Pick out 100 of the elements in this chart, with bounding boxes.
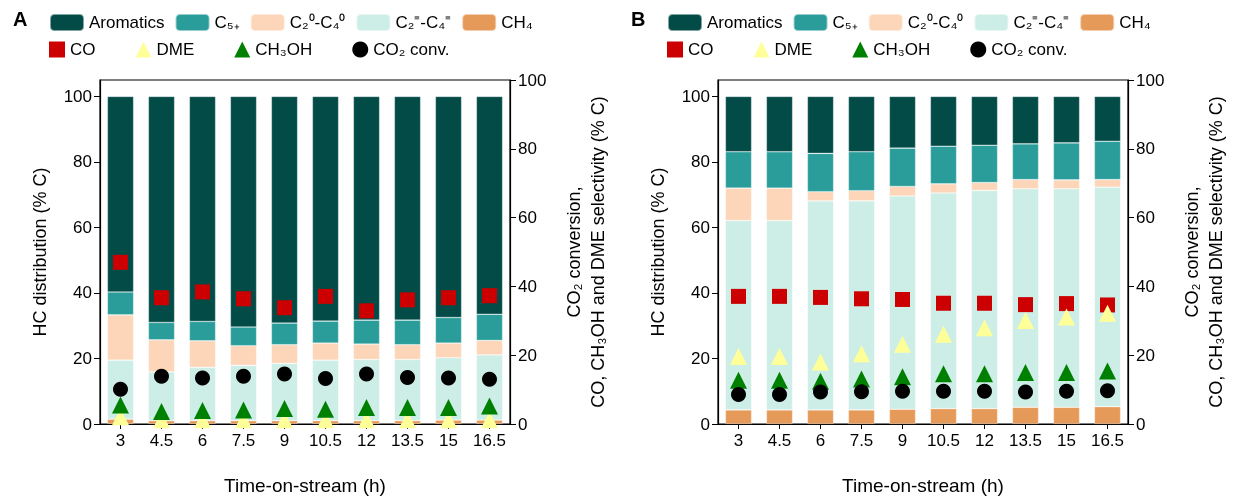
point [113, 254, 128, 270]
y-tick-label: 0 [700, 414, 710, 434]
x-tick-label: 9 [279, 431, 290, 450]
point [235, 401, 252, 419]
y2-tick-label: 60 [518, 208, 537, 228]
point [400, 292, 415, 308]
point [1059, 296, 1074, 312]
point [1059, 383, 1074, 399]
y2-tick-label: 0 [1136, 414, 1146, 434]
point [1017, 363, 1034, 381]
x-tick-label: 6 [815, 431, 826, 450]
point [441, 290, 456, 306]
point [153, 403, 170, 421]
y-tick-label: 0 [82, 414, 92, 434]
x-tick-label: 16.5 [1090, 431, 1125, 450]
point [895, 291, 910, 307]
x-tick-label: 12 [357, 431, 376, 450]
point [195, 370, 210, 386]
point [318, 288, 333, 304]
legend-label: C₂⁰-C₄⁰ [289, 13, 346, 32]
point [813, 384, 828, 400]
chart-title: A [13, 8, 28, 30]
point [1099, 362, 1116, 380]
point [154, 368, 169, 384]
point [936, 295, 951, 311]
point [482, 288, 497, 304]
y-tick-label: 100 [63, 86, 92, 106]
point [236, 291, 251, 307]
point [935, 365, 952, 383]
legend-label: CO₂ conv. [991, 40, 1068, 59]
point [359, 366, 374, 382]
x-tick-label: 4.5 [767, 431, 792, 450]
point [112, 396, 129, 414]
y-tick-label: 60 [73, 217, 92, 237]
point [481, 397, 498, 415]
x-tick-label: 6 [197, 431, 208, 450]
y-tick-label: 20 [691, 348, 710, 368]
point [1018, 384, 1033, 400]
x-tick-label: 4.5 [149, 431, 174, 450]
point [1100, 383, 1115, 399]
point [854, 291, 869, 307]
point [317, 400, 334, 418]
point [441, 370, 456, 386]
y2-tick-label: 80 [1136, 139, 1155, 159]
x-tick-label: 12 [975, 431, 994, 450]
legend-label: CH₄ [501, 13, 533, 32]
y-axis-title: HC distribution (% C) [30, 167, 50, 337]
point [813, 289, 828, 305]
y2-axis-title: CO₂ conversion, CO, CH₃OH and DME selectivity (% C) [1182, 96, 1226, 408]
x-tick-label: 10.5 [308, 431, 343, 450]
point [771, 371, 788, 389]
point [895, 383, 910, 399]
y-tick-label: 80 [691, 152, 710, 172]
point [1058, 308, 1075, 326]
point [771, 348, 788, 366]
legend-label: Aromatics [89, 13, 165, 32]
y2-tick-label: 100 [518, 70, 547, 90]
point [1058, 363, 1075, 381]
point [154, 290, 169, 306]
point [730, 348, 747, 366]
point [195, 284, 210, 300]
point [1017, 311, 1034, 329]
point [772, 288, 787, 304]
point [277, 300, 292, 316]
x-tick-label: 7.5 [849, 431, 874, 450]
point [276, 400, 293, 418]
point [894, 335, 911, 353]
legend-label: CO [688, 40, 714, 59]
x-tick-label: 16.5 [472, 431, 507, 450]
y-tick-label: 40 [691, 283, 710, 303]
point [935, 325, 952, 343]
x-tick-label: 13.5 [1008, 431, 1043, 450]
point [731, 288, 746, 304]
point [977, 383, 992, 399]
y2-tick-label: 20 [518, 345, 537, 365]
legend-label: C₅₊ [214, 13, 240, 32]
x-tick-label: 3 [733, 431, 744, 450]
legend-label: C₅₊ [832, 13, 858, 32]
x-tick-label: 15 [439, 431, 458, 450]
legend-label: CO [70, 40, 96, 59]
legend-label: CO₂ conv. [373, 40, 450, 59]
x-axis-title: Time-on-stream (h) [224, 475, 386, 496]
y-axis-title: HC distribution (% C) [648, 167, 668, 337]
y2-tick-label: 60 [1136, 208, 1155, 228]
point [976, 365, 993, 383]
legend-label: CH₄ [1119, 13, 1151, 32]
y2-tick-label: 40 [1136, 276, 1155, 296]
y-tick-label: 20 [73, 348, 92, 368]
point [277, 366, 292, 382]
point [730, 371, 747, 389]
y2-tick-label: 40 [518, 276, 537, 296]
x-tick-label: 10.5 [926, 431, 961, 450]
y2-tick-label: 20 [1136, 345, 1155, 365]
point [854, 384, 869, 400]
point [936, 383, 951, 399]
x-tick-label: 3 [115, 431, 126, 450]
y-tick-label: 40 [73, 283, 92, 303]
y-tick-label: 80 [73, 152, 92, 172]
legend-label: C₂⁼-C₄⁼ [395, 13, 452, 32]
y2-axis-title: CO₂ conversion, CO, CH₃OH and DME selectivity (% C) [564, 96, 608, 408]
